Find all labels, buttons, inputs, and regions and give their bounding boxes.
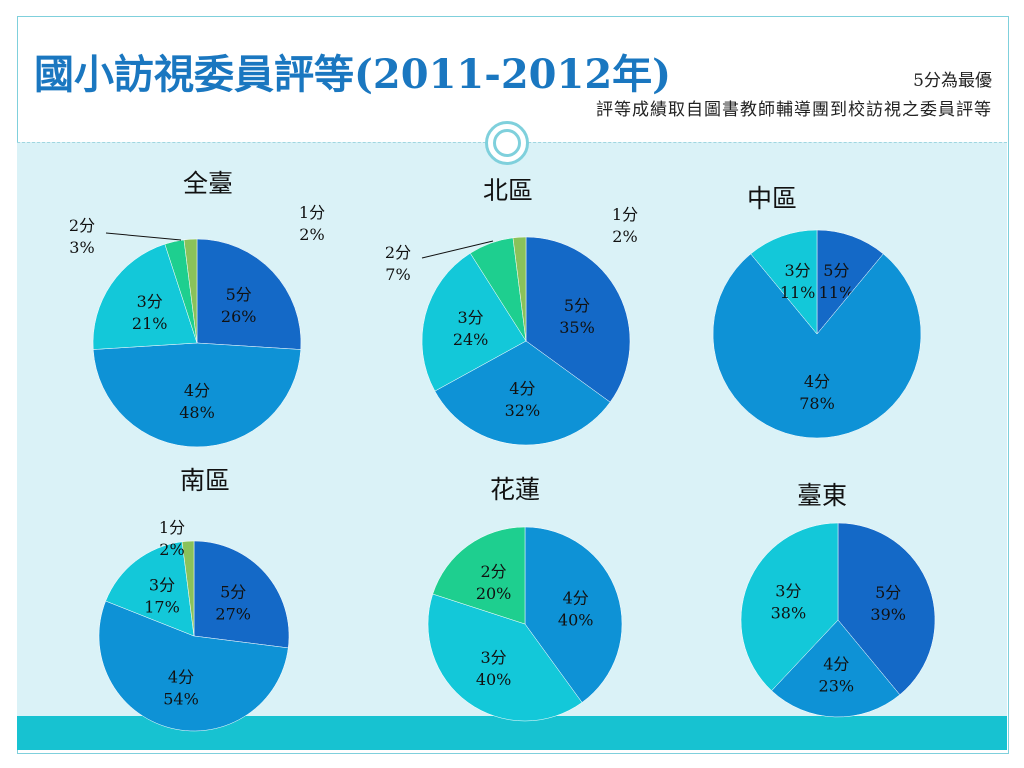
slice-category-label: 4分 [184,381,210,400]
pie-chart-4: 5分 27% 4分 54% 3分 17% 1分 2% 南區 [98,466,290,732]
pie-title: 南區 [180,466,230,495]
slice-percent-label: 11% [819,283,855,302]
slice-percent-label: 38% [771,603,807,622]
slice-percent-label: 78% [799,394,835,413]
leader-line [421,240,494,259]
pie-slice [92,243,198,350]
slice-category-label: 2分 [481,562,507,581]
best-score-note: 5分為最優 [913,71,992,91]
leader-line [105,232,182,241]
slice-percent-label: 7% [385,265,410,284]
slice-category-label: 4分 [823,654,849,673]
pie-slice [434,340,611,446]
pie-title: 中區 [747,184,797,213]
slice-category-label: 3分 [149,576,175,595]
slice-category-label: 1分 [299,203,325,222]
pie-title: 臺東 [797,481,847,510]
pie-slice [421,252,527,392]
slice-category-label: 3分 [775,581,801,600]
slice-category-label: 5分 [220,582,246,601]
slice-percent-label: 2% [159,540,184,559]
pie-chart-6: 5分 39% 4分 23% 3分 38% 臺東 [740,481,936,718]
slice-percent-label: 20% [476,584,512,603]
pie-slice [181,540,195,637]
slice-category-label: 5分 [875,583,901,602]
pie-slice [193,540,290,649]
slice-category-label: 4分 [804,372,830,391]
slice-category-label: 1分 [159,518,185,537]
pie-slice [750,229,818,335]
slice-category-label: 4分 [168,668,194,687]
pie-chart-2: 5分 35% 4分 32% 3分 24% 2分 7% 1分 2% 北區 [385,176,638,446]
pie-slice [837,522,936,696]
data-source-note: 評等成績取自圖書教師輔導團到校訪視之委員評等 [596,100,992,120]
pie-slice [432,526,526,625]
pie-slice [771,619,901,718]
slide-title: 國小訪視委員評等(2011-2012年) [34,51,672,98]
slice-percent-label: 2% [612,227,637,246]
slice-percent-label: 39% [870,605,906,624]
slice-percent-label: 27% [215,604,251,623]
slice-category-label: 5分 [564,296,590,315]
slice-category-label: 4分 [563,589,589,608]
slice-percent-label: 21% [132,314,168,333]
pie-slice [512,236,527,342]
slice-percent-label: 40% [476,670,512,689]
slice-percent-label: 24% [453,330,489,349]
pie-title: 北區 [483,176,533,205]
slice-percent-label: 17% [144,598,180,617]
slice-percent-label: 26% [221,307,257,326]
pie-chart-5: 4分 40% 3分 40% 2分 20% 花蓮 [427,475,623,722]
slice-percent-label: 35% [559,318,595,337]
pie-slice [105,541,195,637]
slice-category-label: 2分 [69,216,95,235]
slice-category-label: 5分 [823,261,849,280]
pie-slice [98,600,289,732]
pie-slice [712,253,922,439]
slice-category-label: 3分 [481,648,507,667]
pie-slice [92,342,302,448]
slice-category-label: 3分 [458,308,484,327]
slice-percent-label: 23% [819,676,855,695]
slice-category-label: 1分 [612,205,638,224]
slice-category-label: 3分 [137,292,163,311]
slice-percent-label: 11% [780,283,816,302]
slice-category-label: 2分 [385,243,411,262]
pie-chart-1: 5分 26% 4分 48% 3分 21% 2分 3% 1分 2% 全臺 [69,169,325,448]
slice-percent-label: 32% [505,401,541,420]
pie-slice [525,236,631,403]
decorative-ring-icon [485,121,529,165]
slice-category-label: 4分 [509,379,535,398]
pie-title: 全臺 [183,169,233,198]
pie-slice [816,229,884,335]
pie-slice [183,238,198,344]
slice-percent-label: 54% [163,690,199,709]
slice-category-label: 3分 [785,261,811,280]
slice-percent-label: 40% [558,611,594,630]
pie-chart-3: 5分 11% 4分 78% 3分 11% 中區 [712,184,922,439]
slice-category-label: 5分 [226,285,252,304]
pie-slice [427,593,583,722]
slice-percent-label: 2% [299,225,324,244]
pie-slice [524,526,623,703]
pie-title: 花蓮 [490,475,540,504]
slice-percent-label: 48% [179,403,215,422]
pie-slice [740,522,839,692]
pie-slice [196,238,302,350]
slice-percent-label: 3% [69,238,94,257]
